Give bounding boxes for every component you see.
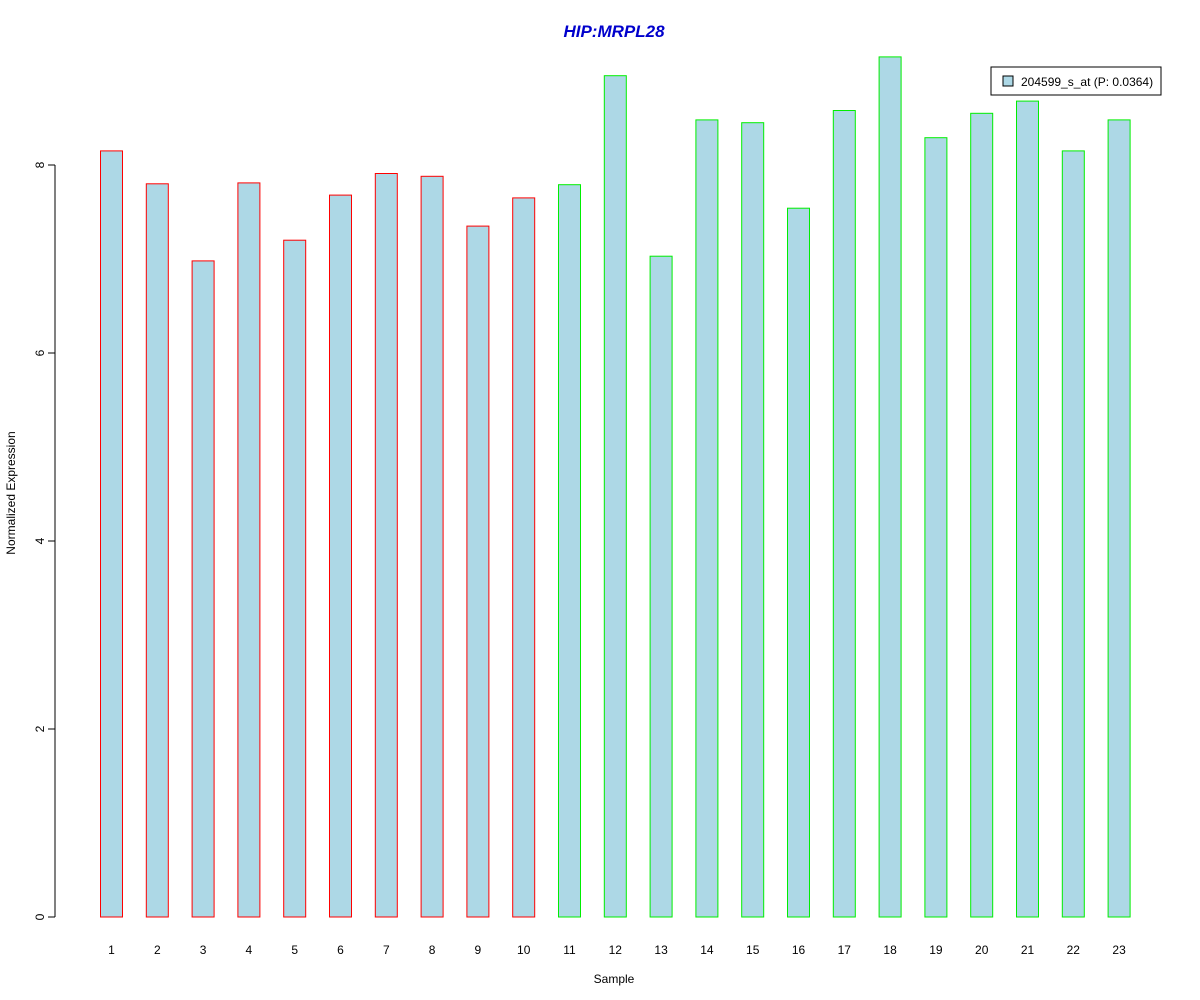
x-tick-label: 21 [1021, 943, 1035, 957]
bar-sample-4 [237, 182, 261, 918]
x-tick-label: 16 [792, 943, 806, 957]
bar-sample-5 [283, 239, 307, 918]
legend-entry-label: 204599_s_at (P: 0.0364) [1021, 75, 1153, 89]
x-axis-label: Sample [594, 972, 635, 986]
x-tick-label: 14 [700, 943, 714, 957]
y-tick-label: 0 [33, 913, 47, 920]
x-tick-labels: 1 2 3 4 5 6 7 8 9 10 11 12 13 14 15 16 17 18 19 20 21 22 23 [108, 943, 1126, 957]
y-tick-label: 4 [33, 537, 47, 544]
bar-sample-13 [649, 255, 673, 918]
bar-sample-16 [787, 207, 810, 918]
x-tick-label: 11 [563, 943, 576, 957]
y-axis: 0 2 4 6 8 [33, 161, 56, 920]
x-tick-label: 18 [883, 943, 897, 957]
bar-sample-11 [558, 184, 581, 918]
y-tick-label: 2 [33, 725, 47, 732]
bar-sample-23 [1107, 119, 1131, 918]
bar-sample-21 [1016, 100, 1039, 918]
x-tick-label: 17 [838, 943, 852, 957]
bar-sample-2 [145, 183, 169, 918]
bar-sample-7 [374, 173, 398, 918]
x-tick-label: 20 [975, 943, 989, 957]
x-tick-label: 22 [1067, 943, 1081, 957]
x-tick-label: 13 [654, 943, 668, 957]
bar-sample-20 [970, 112, 994, 918]
y-tick-label: 8 [33, 161, 47, 168]
x-tick-label: 2 [154, 943, 161, 957]
x-tick-label: 10 [517, 943, 531, 957]
x-tick-label: 9 [475, 943, 482, 957]
bar-sample-6 [329, 194, 352, 918]
x-tick-label: 3 [200, 943, 207, 957]
y-axis-label: Normalized Expression [4, 431, 18, 554]
bar-sample-18 [878, 56, 902, 918]
x-tick-label: 4 [246, 943, 253, 957]
y-tick-label: 6 [33, 349, 47, 356]
chart-title: HIP:MRPL28 [563, 22, 665, 41]
x-tick-label: 6 [337, 943, 344, 957]
bar-sample-22 [1061, 150, 1085, 918]
bar-sample-10 [512, 197, 536, 918]
bar-sample-12 [603, 75, 627, 918]
x-tick-label: 23 [1112, 943, 1126, 957]
x-tick-label: 15 [746, 943, 760, 957]
x-tick-label: 19 [929, 943, 943, 957]
legend: 204599_s_at (P: 0.0364) [990, 66, 1162, 96]
bar-sample-1 [100, 150, 123, 918]
bar-sample-15 [741, 122, 765, 918]
bar-sample-9 [466, 225, 490, 918]
bar-sample-14 [695, 119, 719, 918]
bar-sample-19 [924, 137, 948, 918]
x-tick-label: 12 [609, 943, 623, 957]
x-tick-label: 7 [383, 943, 390, 957]
x-tick-label: 8 [429, 943, 436, 957]
bar-sample-17 [832, 110, 856, 918]
x-tick-label: 5 [291, 943, 298, 957]
bar-sample-8 [420, 175, 444, 918]
legend-swatch [1002, 75, 1014, 87]
bars [100, 56, 1131, 918]
bar-sample-3 [191, 260, 215, 918]
x-tick-label: 1 [108, 943, 115, 957]
legend-box [990, 66, 1162, 96]
